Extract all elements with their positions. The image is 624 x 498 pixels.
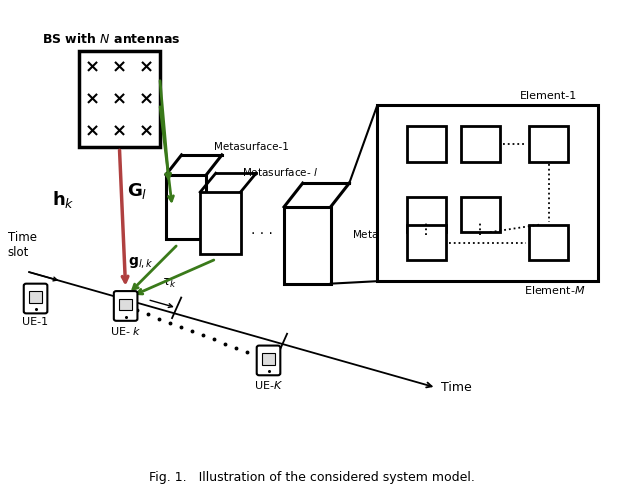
Text: Element-$M$: Element-$M$ — [524, 284, 585, 296]
FancyBboxPatch shape — [119, 298, 132, 310]
Text: Metasurface-$L$: Metasurface-$L$ — [353, 228, 427, 240]
FancyBboxPatch shape — [407, 197, 446, 232]
Text: ×: × — [112, 123, 127, 140]
Polygon shape — [284, 207, 331, 284]
Polygon shape — [166, 175, 207, 239]
FancyBboxPatch shape — [24, 284, 47, 313]
Text: Metasurface-1: Metasurface-1 — [214, 142, 289, 152]
FancyBboxPatch shape — [114, 291, 137, 321]
Text: Time: Time — [441, 381, 472, 394]
Text: ×: × — [139, 123, 154, 140]
Polygon shape — [200, 192, 241, 254]
Text: Time
slot: Time slot — [7, 231, 37, 259]
Text: $\tau_k$: $\tau_k$ — [162, 276, 177, 290]
FancyBboxPatch shape — [461, 126, 500, 162]
Text: · · ·: · · · — [251, 227, 273, 241]
FancyBboxPatch shape — [461, 197, 500, 232]
FancyBboxPatch shape — [256, 346, 280, 375]
Text: ×: × — [112, 90, 127, 108]
FancyBboxPatch shape — [407, 126, 446, 162]
Text: ×: × — [139, 58, 154, 76]
Text: $\mathbf{g}_{l,k}$: $\mathbf{g}_{l,k}$ — [128, 256, 154, 271]
FancyBboxPatch shape — [29, 291, 42, 303]
Text: $\mathbf{h}_k$: $\mathbf{h}_k$ — [52, 189, 75, 210]
Text: ×: × — [112, 58, 127, 76]
FancyBboxPatch shape — [378, 106, 598, 281]
Text: Element-1: Element-1 — [520, 92, 577, 102]
Text: Fig. 1.   Illustration of the considered system model.: Fig. 1. Illustration of the considered s… — [149, 471, 475, 484]
FancyBboxPatch shape — [262, 353, 275, 365]
Text: UE-1: UE-1 — [22, 317, 49, 327]
Text: $\mathbf{G}_l$: $\mathbf{G}_l$ — [127, 181, 147, 201]
FancyBboxPatch shape — [529, 225, 568, 260]
Text: BS with $\mathit{N}$ antennas: BS with $\mathit{N}$ antennas — [42, 32, 180, 46]
Text: UE-$K$: UE-$K$ — [254, 379, 283, 391]
Text: UE- $k$: UE- $k$ — [110, 325, 142, 337]
Text: ×: × — [85, 58, 100, 76]
Text: ×: × — [139, 90, 154, 108]
FancyBboxPatch shape — [79, 51, 160, 147]
Text: Metasurface- $l$: Metasurface- $l$ — [242, 166, 318, 178]
Text: ×: × — [85, 90, 100, 108]
FancyBboxPatch shape — [529, 126, 568, 162]
FancyBboxPatch shape — [407, 225, 446, 260]
Text: ×: × — [85, 123, 100, 140]
